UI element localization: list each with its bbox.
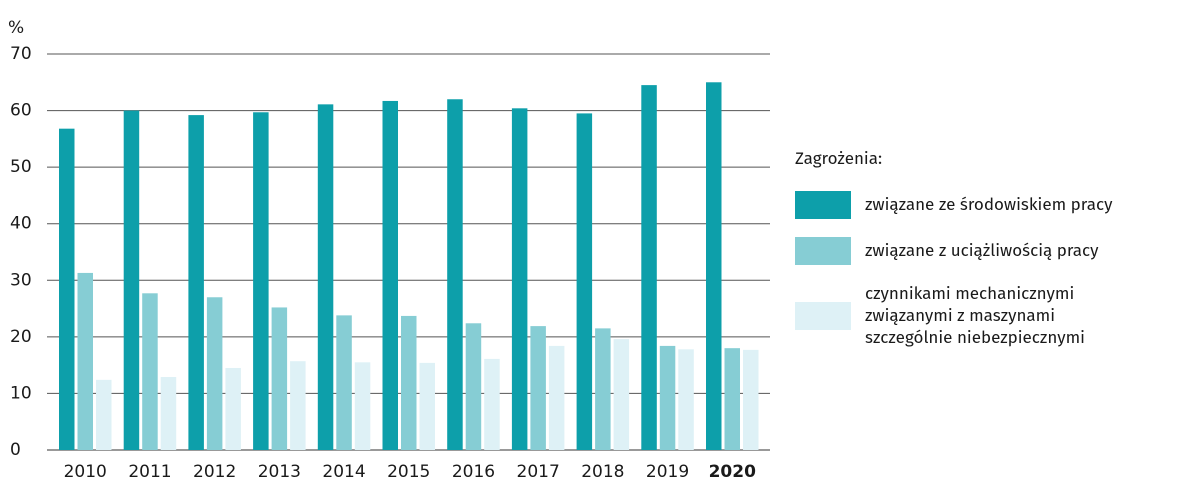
x-tick-label: 2012: [193, 462, 236, 482]
x-tick-label: 2013: [258, 462, 301, 482]
bar: [96, 379, 112, 450]
x-tick-label: 2020: [709, 462, 756, 482]
bar: [123, 110, 140, 451]
y-tick-label: 30: [10, 270, 32, 290]
bar: [271, 307, 288, 450]
bar: [724, 348, 740, 450]
bar: [225, 367, 241, 450]
bar: [59, 128, 75, 450]
bar: [511, 108, 528, 451]
bar: [641, 85, 657, 450]
x-tick-label: 2010: [64, 462, 107, 482]
y-tick-label: 60: [10, 101, 32, 121]
bar: [401, 315, 417, 450]
bar: [253, 112, 269, 451]
bar: [419, 362, 435, 450]
bar: [484, 358, 500, 450]
legend-label: związane z uciążliwością pracy: [865, 240, 1099, 261]
legend-title: Zagrożenia:: [795, 148, 883, 169]
y-axis-label: %: [8, 18, 24, 38]
legend-swatch: [795, 302, 851, 330]
x-tick-label: 2019: [646, 462, 689, 482]
bar: [548, 345, 565, 450]
y-tick-label: 50: [10, 157, 32, 177]
bar: [659, 345, 676, 450]
x-tick-label: 2016: [452, 462, 495, 482]
bar: [354, 362, 371, 450]
bar: [336, 315, 352, 450]
bar: [77, 272, 93, 450]
x-tick-label: 2017: [517, 462, 560, 482]
chart: % 0 10 20 30 40 50 60 70 2010 2011 2012 2013 2014 201…: [8, 18, 770, 482]
y-tick-label: 70: [10, 44, 32, 64]
bar: [465, 323, 482, 450]
legend: Zagrożenia: związane ze środowiskiem pra…: [795, 148, 1185, 367]
y-tick-label: 0: [10, 440, 21, 460]
legend-label: związane ze środowiskiem pracy: [865, 194, 1113, 215]
bar: [290, 361, 306, 450]
bar: [706, 82, 722, 451]
x-tick-label: 2014: [322, 462, 365, 482]
y-tick-label: 20: [10, 327, 32, 347]
legend-swatch: [795, 237, 851, 265]
legend-item: związane ze środowiskiem pracy: [795, 191, 1185, 219]
bar: [206, 297, 223, 450]
bar: [188, 115, 204, 451]
bar: [530, 326, 546, 450]
bar: [678, 349, 694, 450]
legend-swatch: [795, 191, 851, 219]
x-tick-label: 2015: [387, 462, 430, 482]
bar: [317, 104, 334, 450]
bar: [160, 377, 177, 450]
legend-label: czynnikami mechanicznymi związanymi z ma…: [865, 283, 1085, 348]
bar: [576, 113, 593, 451]
x-tick-label: 2018: [581, 462, 624, 482]
x-tick-label: 2011: [128, 462, 171, 482]
legend-item: czynnikami mechanicznymi związanymi z ma…: [795, 283, 1185, 349]
y-tick-label: 10: [10, 383, 32, 403]
bar: [447, 99, 463, 450]
bar: [382, 100, 398, 450]
bar: [743, 349, 759, 450]
legend-item: związane z uciążliwością pracy: [795, 237, 1185, 265]
bar: [595, 328, 611, 450]
bar: [613, 339, 630, 450]
bar: [142, 293, 158, 450]
y-tick-label: 40: [10, 214, 32, 234]
